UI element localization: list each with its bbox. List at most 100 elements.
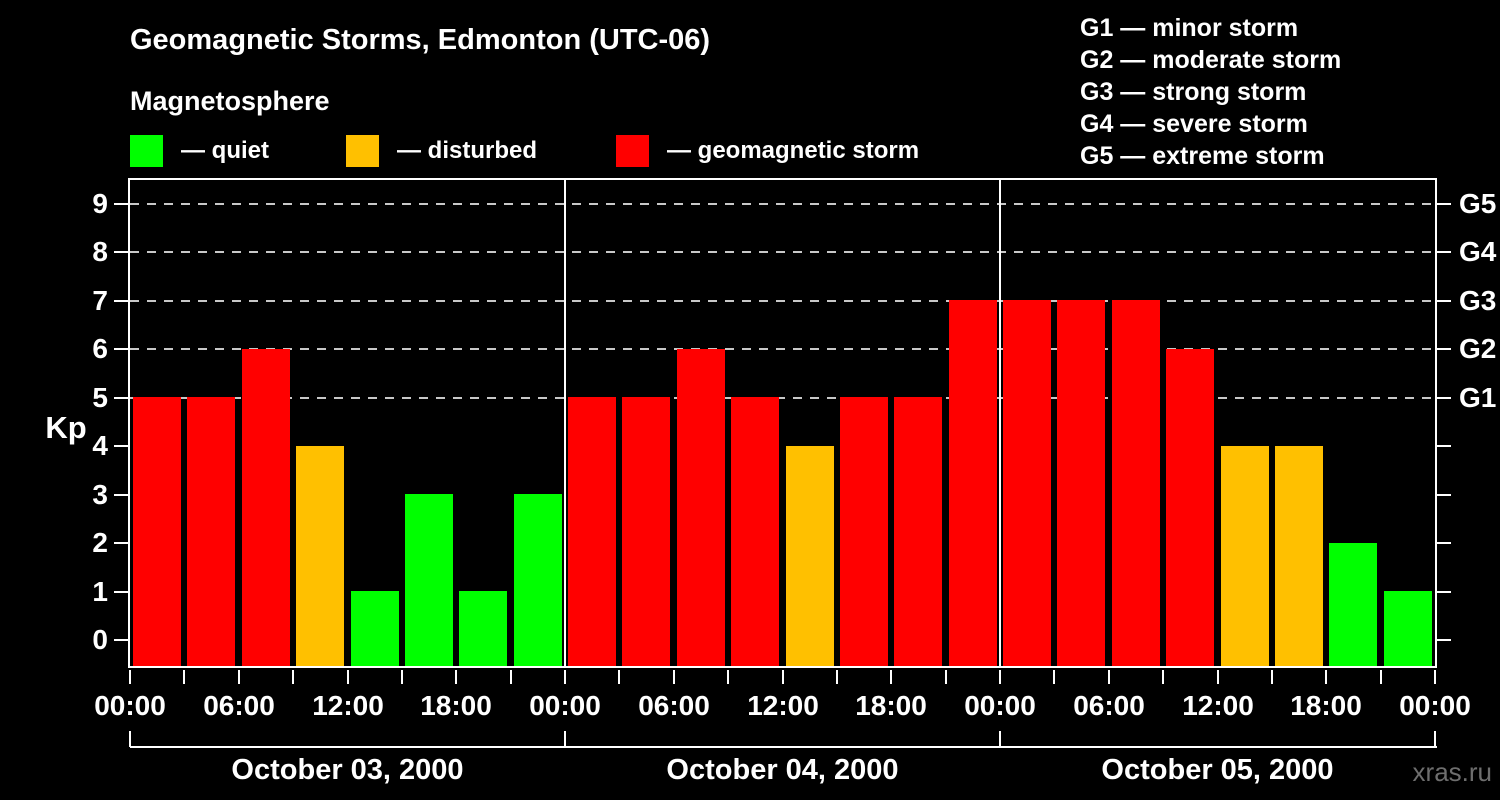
y-tick-label-7: 7 (92, 285, 108, 316)
x-tick-24 (1434, 670, 1436, 684)
x-tick-17 (1053, 670, 1055, 684)
y-tick-label-2: 2 (92, 527, 108, 558)
x-tick-12 (782, 670, 784, 684)
x-tick-14 (890, 670, 892, 684)
x-tick-18 (1108, 670, 1110, 684)
g1-legend-line: G1 — minor storm (1080, 14, 1299, 42)
x-tick-label-10: 12:00 (1182, 690, 1254, 721)
y-tick-label-6: 6 (92, 333, 108, 364)
x-tick-label-5: 06:00 (638, 690, 710, 721)
x-tick-label-12: 00:00 (1399, 690, 1471, 721)
gridline-kp6 (130, 348, 1435, 350)
y-tick-right-1 (1437, 591, 1451, 593)
day-separator-1 (564, 180, 566, 668)
x-tick-label-1: 06:00 (203, 690, 275, 721)
x-tick-15 (945, 670, 947, 684)
y-tick-left-7 (114, 300, 128, 302)
bar-day3-slot8 (1384, 591, 1432, 666)
quiet-swatch-icon (130, 135, 163, 167)
y-tick-right-4 (1437, 445, 1451, 447)
y-tick-right-3 (1437, 494, 1451, 496)
bar-day1-slot5 (351, 591, 399, 666)
bar-day3-slot4 (1166, 349, 1214, 666)
x-tick-2 (238, 670, 240, 684)
bar-day2-slot7 (894, 397, 942, 666)
bar-day3-slot7 (1329, 543, 1377, 666)
y-tick-right-8 (1437, 251, 1451, 253)
x-tick-label-6: 12:00 (747, 690, 819, 721)
x-tick-9 (618, 670, 620, 684)
gridline-kp8 (130, 251, 1435, 253)
y-tick-label-1: 1 (92, 576, 108, 607)
x-tick-5 (401, 670, 403, 684)
y-tick-right-6 (1437, 348, 1451, 350)
bar-day2-slot3 (677, 349, 725, 666)
x-tick-0 (129, 670, 131, 684)
chart-title: Geomagnetic Storms, Edmonton (UTC-06) (130, 24, 711, 56)
date-bracket-line (130, 746, 1437, 748)
bar-day2-slot8 (949, 300, 997, 666)
date-bracket-tick-1 (564, 731, 566, 747)
y-tick-right-7 (1437, 300, 1451, 302)
g2-legend-line: G2 — moderate storm (1080, 46, 1342, 74)
bar-day2-slot4 (731, 397, 779, 666)
date-bracket-tick-2 (999, 731, 1001, 747)
g4-legend-line: G4 — severe storm (1080, 110, 1308, 138)
quiet-legend-label: — quiet (181, 137, 269, 164)
y-tick-right-9 (1437, 203, 1451, 205)
x-tick-22 (1325, 670, 1327, 684)
x-tick-21 (1271, 670, 1273, 684)
y-axis-title: Kp (45, 410, 87, 445)
bar-day3-slot5 (1221, 446, 1269, 666)
bar-day2-slot2 (622, 397, 670, 666)
storm-legend-label: — geomagnetic storm (667, 137, 920, 164)
x-tick-4 (347, 670, 349, 684)
g-level-label-g3: G3 (1459, 285, 1497, 316)
y-tick-left-9 (114, 203, 128, 205)
y-tick-label-3: 3 (92, 479, 108, 510)
bar-day3-slot6 (1275, 446, 1323, 666)
date-label-day2: October 04, 2000 (666, 754, 899, 786)
g-level-label-g5: G5 (1459, 188, 1497, 219)
bar-day1-slot6 (405, 494, 453, 666)
g5-legend-line: G5 — extreme storm (1080, 142, 1325, 170)
x-tick-label-11: 18:00 (1290, 690, 1362, 721)
bar-day1-slot4 (296, 446, 344, 666)
bar-day1-slot8 (514, 494, 562, 666)
y-tick-right-5 (1437, 397, 1451, 399)
x-tick-10 (673, 670, 675, 684)
g-scale-legend: G1 — minor storm G2 — moderate storm G3 … (1080, 12, 1341, 172)
x-tick-1 (183, 670, 185, 684)
y-tick-left-6 (114, 348, 128, 350)
x-tick-6 (455, 670, 457, 684)
gridline-kp9 (130, 203, 1435, 205)
g-level-label-g2: G2 (1459, 333, 1497, 364)
g-level-label-g1: G1 (1459, 382, 1497, 413)
y-tick-label-9: 9 (92, 188, 108, 219)
date-bracket-tick-3 (1434, 731, 1436, 747)
y-tick-right-2 (1437, 542, 1451, 544)
gridline-kp5 (130, 397, 1435, 399)
gridline-kp7 (130, 300, 1435, 302)
date-label-day1: October 03, 2000 (231, 754, 464, 786)
y-tick-right-0 (1437, 639, 1451, 641)
chart-subtitle: Magnetosphere (130, 86, 330, 116)
bar-day1-slot7 (459, 591, 507, 666)
y-tick-left-3 (114, 494, 128, 496)
bar-day2-slot1 (568, 397, 616, 666)
storm-swatch-icon (616, 135, 649, 167)
bar-day3-slot2 (1057, 300, 1105, 666)
x-tick-3 (292, 670, 294, 684)
bar-day1-slot3 (242, 349, 290, 666)
x-tick-13 (836, 670, 838, 684)
x-tick-20 (1217, 670, 1219, 684)
x-tick-label-7: 18:00 (855, 690, 927, 721)
bar-day2-slot6 (840, 397, 888, 666)
x-tick-19 (1162, 670, 1164, 684)
y-tick-left-5 (114, 397, 128, 399)
disturbed-swatch-icon (346, 135, 379, 167)
disturbed-legend-label: — disturbed (397, 137, 538, 164)
day-separator-2 (999, 180, 1001, 668)
